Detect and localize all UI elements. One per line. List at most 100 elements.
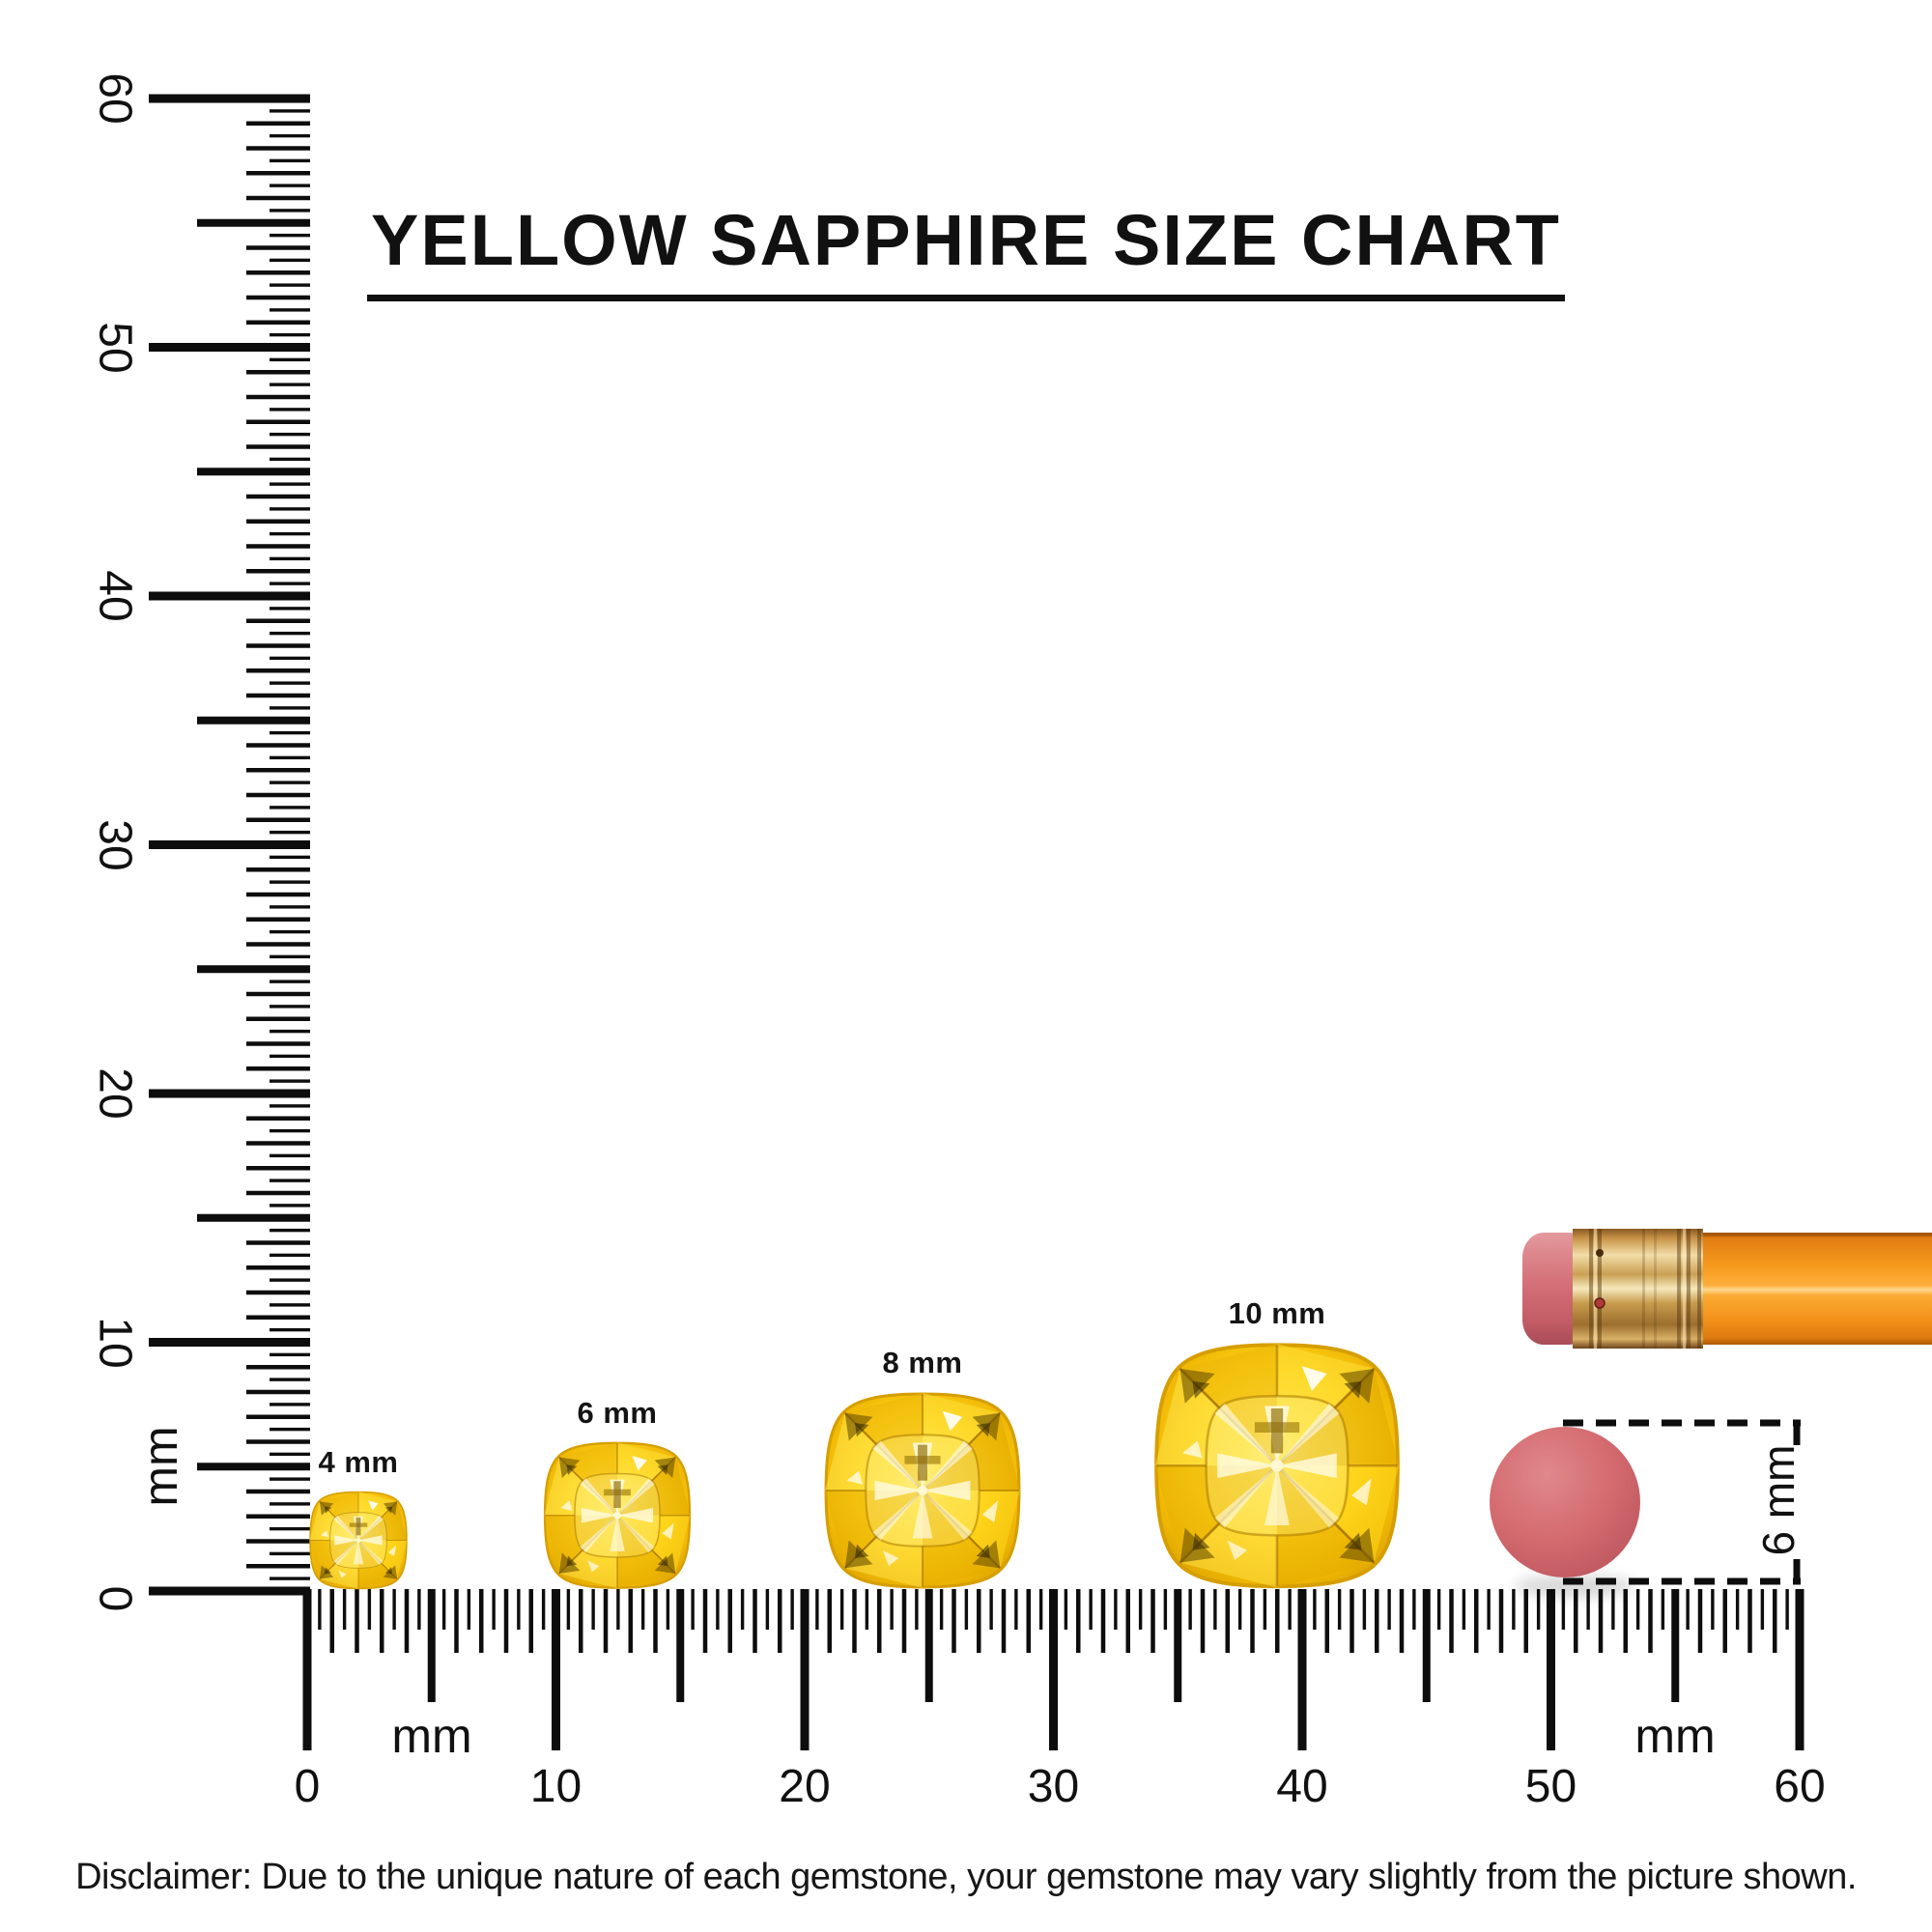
ruler-tick xyxy=(270,1278,310,1282)
ruler-tick xyxy=(246,867,310,872)
horizontal-ruler-tick-label-60: 60 xyxy=(1774,1761,1826,1812)
ruler-tick xyxy=(380,1589,384,1653)
vertical-ruler-tick-label-20: 20 xyxy=(89,1067,141,1120)
ruler-tick xyxy=(1250,1589,1255,1653)
gemstones xyxy=(308,1342,1402,1590)
ruler-tick xyxy=(1561,1589,1566,1630)
ruler-tick xyxy=(270,332,310,337)
vertical-ruler-unit-label: mm xyxy=(133,1426,187,1507)
ruler-tick xyxy=(149,591,310,601)
ruler-tick xyxy=(246,394,310,400)
ruler-tick xyxy=(270,357,310,362)
ruler-tick xyxy=(1722,1589,1727,1653)
ruler-tick xyxy=(1337,1589,1342,1630)
ruler-tick xyxy=(1151,1589,1155,1653)
ruler-tick xyxy=(1412,1589,1416,1630)
ruler-tick xyxy=(890,1589,894,1630)
gemstone-4mm xyxy=(308,1491,409,1590)
dimension-lines xyxy=(1563,1419,1801,1585)
ruler-tick xyxy=(1487,1589,1491,1630)
ruler-tick xyxy=(270,1452,310,1457)
ruler-tick xyxy=(479,1589,484,1653)
ruler-tick xyxy=(616,1589,620,1630)
ruler-tick xyxy=(246,743,310,748)
ruler-tick xyxy=(270,133,310,138)
ruler-tick xyxy=(676,1589,685,1702)
ruler-tick xyxy=(246,544,310,549)
ruler-tick xyxy=(691,1589,695,1630)
ruler-tick xyxy=(727,1589,732,1653)
ruler-tick xyxy=(246,917,310,922)
ruler-tick xyxy=(827,1589,832,1653)
ferrule-rivet-dark xyxy=(1596,1249,1604,1257)
ruler-tick xyxy=(270,308,310,312)
ruler-tick xyxy=(149,840,310,849)
ruler-tick xyxy=(246,1290,310,1295)
ruler-tick xyxy=(1313,1589,1317,1630)
ruler-tick xyxy=(246,569,310,574)
ruler-tick xyxy=(246,1514,310,1519)
ruler-tick xyxy=(246,370,310,375)
ruler-tick xyxy=(270,730,310,735)
ruler-tick xyxy=(1523,1589,1528,1653)
ruler-tick xyxy=(149,343,310,352)
ruler-tick xyxy=(270,209,310,213)
ruler-tick xyxy=(246,768,310,773)
ruler-tick xyxy=(197,965,310,974)
ruler-tick xyxy=(270,531,310,536)
ruler-tick xyxy=(270,1179,310,1182)
ruler-tick xyxy=(1747,1589,1752,1653)
ruler-tick xyxy=(246,1489,310,1494)
ruler-tick xyxy=(246,1240,310,1245)
ruler-tick xyxy=(246,494,310,499)
ruler-tick xyxy=(1635,1589,1640,1630)
ruler-tick xyxy=(552,1589,560,1750)
ruler-tick xyxy=(246,195,310,201)
ruler-tick xyxy=(852,1589,857,1653)
ruler-tick xyxy=(270,1378,310,1381)
ruler-tick xyxy=(1686,1589,1690,1630)
ruler-tick xyxy=(1760,1589,1765,1630)
ruler-tick xyxy=(270,905,310,909)
ruler-tick xyxy=(270,556,310,561)
ruler-tick xyxy=(528,1589,533,1653)
ruler-tick xyxy=(246,1066,310,1071)
vertical-ruler-tick-label-0: 0 xyxy=(89,1585,141,1612)
ruler-tick xyxy=(1474,1589,1479,1653)
gem-size-label-8mm: 8 mm xyxy=(882,1346,963,1379)
gemstone-8mm xyxy=(823,1391,1022,1590)
vertical-ruler-tick-label-40: 40 xyxy=(89,570,141,622)
vertical-ruler-tick-label-30: 30 xyxy=(89,818,141,871)
ruler-tick xyxy=(270,383,310,386)
ruler-tick xyxy=(924,1589,933,1702)
ruler-tick xyxy=(753,1589,757,1653)
gemstone-10mm xyxy=(1152,1342,1402,1590)
ruler-tick xyxy=(1237,1589,1242,1630)
ruler-tick xyxy=(1586,1589,1590,1630)
ruler-tick xyxy=(270,1228,310,1233)
ruler-tick xyxy=(865,1589,869,1630)
ruler-tick xyxy=(1362,1589,1367,1630)
ruler-tick xyxy=(492,1589,496,1630)
ruler-tick xyxy=(1399,1589,1405,1653)
ruler-tick xyxy=(246,1116,310,1121)
ruler-tick xyxy=(270,1128,310,1133)
ruler-tick xyxy=(765,1589,770,1630)
ruler-tick xyxy=(964,1589,969,1630)
horizontal-ruler-tick-label-20: 20 xyxy=(779,1761,831,1812)
ruler-tick xyxy=(246,245,310,250)
ruler-tick xyxy=(1200,1589,1206,1653)
ruler-tick xyxy=(1089,1589,1093,1630)
ruler-tick xyxy=(1735,1589,1740,1630)
ruler-tick xyxy=(839,1589,844,1630)
ruler-tick xyxy=(318,1589,322,1630)
ruler-tick xyxy=(1498,1589,1504,1653)
ruler-tick xyxy=(427,1589,436,1702)
disclaimer-text: Disclaimer: Due to the unique nature of … xyxy=(75,1857,1857,1897)
horizontal-ruler-tick-label-50: 50 xyxy=(1524,1761,1577,1812)
ruler-tick xyxy=(1014,1589,1018,1630)
ruler-tick xyxy=(1064,1589,1068,1630)
ruler-tick xyxy=(246,1365,310,1370)
ruler-tick xyxy=(246,942,310,947)
